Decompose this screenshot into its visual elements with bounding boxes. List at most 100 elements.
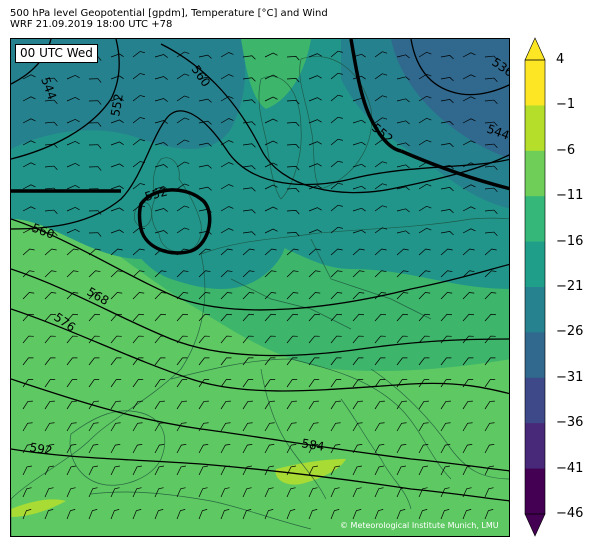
wind-barb bbox=[440, 143, 454, 148]
wind-barb bbox=[462, 162, 476, 168]
wind-barb bbox=[132, 400, 143, 410]
wind-barb bbox=[308, 357, 320, 366]
wind-barb bbox=[462, 74, 476, 80]
wind-barb bbox=[66, 465, 76, 476]
wind-barb bbox=[132, 51, 146, 58]
wind-barb bbox=[176, 183, 190, 190]
wind-barb bbox=[132, 444, 143, 454]
wind-barb bbox=[154, 164, 168, 168]
wind-barb bbox=[22, 379, 34, 388]
wind-barb bbox=[440, 292, 453, 300]
wind-barb bbox=[198, 186, 212, 191]
colorbar-tick-label: −21 bbox=[556, 279, 584, 294]
wind-barb bbox=[308, 335, 320, 344]
wind-barb bbox=[176, 73, 190, 80]
wind-barb bbox=[242, 270, 255, 278]
wind-barb bbox=[198, 444, 209, 454]
wind-barb bbox=[396, 487, 406, 498]
wind-barb bbox=[110, 444, 121, 454]
wind-barb bbox=[286, 144, 300, 149]
wind-barb bbox=[330, 509, 340, 520]
wind-barb bbox=[330, 444, 341, 454]
wind-barb bbox=[88, 422, 99, 432]
wind-barb bbox=[66, 248, 79, 256]
wind-barb bbox=[286, 122, 300, 127]
wind-barb bbox=[264, 206, 278, 212]
wind-barb bbox=[110, 422, 121, 432]
wind-barb bbox=[440, 231, 454, 236]
wind-barb bbox=[484, 77, 498, 82]
wind-barb bbox=[330, 182, 343, 190]
wind-barb bbox=[154, 292, 167, 300]
wind-barb bbox=[374, 509, 384, 520]
wind-barb bbox=[154, 186, 168, 190]
wind-barb bbox=[66, 270, 79, 278]
wind-barb bbox=[66, 400, 77, 410]
wind-barb bbox=[462, 379, 474, 388]
wind-barb bbox=[308, 53, 322, 58]
wind-barb bbox=[66, 379, 78, 388]
wind-barb bbox=[242, 209, 256, 214]
colorbar-band bbox=[525, 105, 545, 152]
wind-barb bbox=[396, 357, 408, 366]
wind-barb bbox=[220, 162, 234, 168]
wind-barb bbox=[22, 292, 35, 300]
wind-barb bbox=[154, 444, 165, 454]
wind-barb bbox=[440, 422, 451, 432]
wind-barb bbox=[264, 357, 276, 366]
wind-barb bbox=[22, 487, 32, 498]
wind-barb bbox=[242, 55, 256, 60]
wind-barb bbox=[198, 248, 211, 256]
wind-barb bbox=[264, 379, 276, 388]
colorbar-band bbox=[525, 423, 545, 470]
wind-barb bbox=[44, 335, 56, 344]
wind-barb bbox=[418, 335, 430, 344]
wind-barb bbox=[198, 400, 209, 410]
forecast-time-label: 00 UTC Wed bbox=[15, 44, 98, 63]
wind-barb bbox=[220, 96, 234, 102]
wind-barb bbox=[242, 313, 255, 322]
wind-barb bbox=[66, 184, 80, 190]
wind-barb bbox=[374, 73, 388, 80]
colorbar-band bbox=[525, 332, 545, 379]
colorbar-band bbox=[525, 468, 545, 515]
wind-barb bbox=[330, 335, 342, 344]
wind-barb bbox=[440, 357, 452, 366]
wind-barb bbox=[132, 379, 144, 388]
wind-barb bbox=[264, 96, 278, 102]
wind-barb bbox=[418, 379, 430, 388]
credit-text: © Meteorological Institute Munich, LMU bbox=[340, 521, 499, 530]
wind-barb bbox=[374, 95, 388, 102]
wind-barb bbox=[264, 184, 278, 190]
wind-barb bbox=[22, 184, 36, 190]
wind-barb bbox=[484, 509, 494, 520]
wind-barb bbox=[308, 185, 322, 190]
wind-barb bbox=[330, 357, 342, 366]
wind-barb bbox=[286, 188, 300, 193]
wind-barb bbox=[198, 270, 211, 278]
wind-barb bbox=[154, 120, 168, 124]
wind-barb bbox=[44, 422, 55, 432]
wind-barb bbox=[22, 162, 36, 168]
wind-barb bbox=[418, 139, 432, 146]
wind-barb bbox=[88, 270, 101, 278]
wind-barb bbox=[462, 248, 475, 256]
wind-barb bbox=[352, 292, 365, 300]
wind-barb bbox=[308, 119, 322, 124]
wind-barb bbox=[462, 228, 476, 234]
wind-barb bbox=[220, 379, 232, 388]
wind-barb bbox=[484, 357, 496, 366]
colorbar-extend-high bbox=[524, 37, 546, 61]
wind-barb bbox=[22, 400, 33, 410]
wind-barb bbox=[44, 509, 54, 520]
wind-barb bbox=[374, 313, 387, 322]
wind-barb bbox=[374, 139, 388, 146]
wind-barb bbox=[198, 120, 212, 125]
wind-barb bbox=[418, 292, 431, 300]
wind-barb bbox=[286, 166, 300, 171]
wind-barb bbox=[66, 96, 80, 102]
wind-barb bbox=[110, 163, 124, 168]
wind-barb bbox=[110, 97, 124, 102]
wind-barb bbox=[484, 379, 496, 388]
wind-barb bbox=[286, 78, 300, 83]
